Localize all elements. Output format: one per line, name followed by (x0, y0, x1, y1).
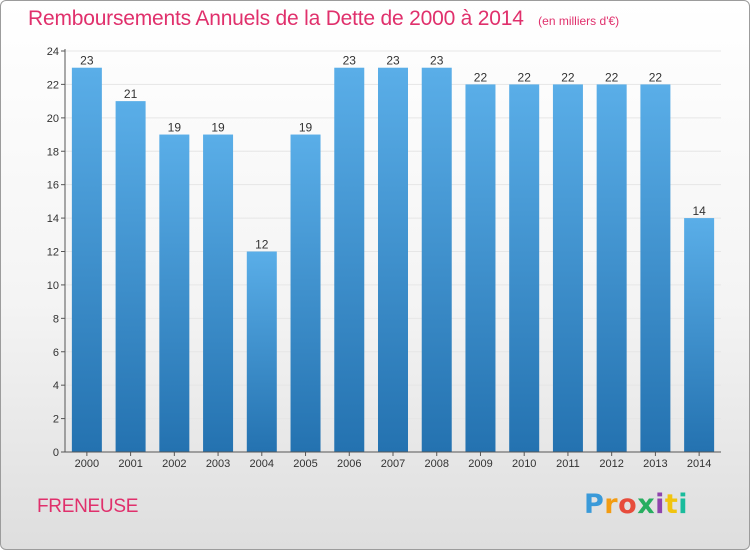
logo-letter: t (664, 489, 679, 520)
axes (61, 49, 721, 456)
bars (71, 67, 715, 453)
x-tick-label: 2010 (512, 458, 536, 470)
logo-letter: x (637, 489, 656, 520)
logo-letter: i (678, 489, 689, 520)
bar-2005 (290, 134, 321, 452)
value-label: 23 (80, 54, 94, 68)
y-tick-label: 8 (53, 313, 59, 325)
chart-title: Remboursements Annuels de la Dette de 20… (28, 7, 524, 30)
x-tick-label: 2005 (293, 458, 317, 470)
bar-2001 (115, 101, 146, 452)
x-tick-label: 2008 (424, 458, 448, 470)
value-label: 14 (692, 204, 706, 218)
bar-2013 (640, 84, 671, 453)
value-label: 22 (561, 70, 575, 84)
bar-2009 (465, 84, 496, 453)
x-tick-label: 2006 (337, 458, 361, 470)
value-label: 23 (386, 54, 400, 68)
x-tick-label: 2004 (250, 458, 274, 470)
y-tick-label: 16 (47, 180, 59, 192)
x-tick-label: 2002 (162, 458, 186, 470)
value-label: 19 (211, 121, 225, 135)
bar-2006 (334, 67, 365, 452)
bar-2003 (203, 134, 234, 452)
commune-name: FRENEUSE (37, 496, 139, 517)
y-tick-label: 0 (53, 447, 59, 459)
value-label: 12 (255, 238, 269, 252)
labels: 0246810121416182022242000232001212002192… (47, 46, 712, 470)
title-row: Remboursements Annuels de la Dette de 20… (28, 7, 619, 31)
value-label: 23 (343, 54, 357, 68)
bar-2010 (509, 84, 540, 453)
x-tick-label: 2000 (75, 458, 99, 470)
x-tick-label: 2009 (468, 458, 492, 470)
y-tick-label: 4 (53, 380, 59, 392)
bar-2004 (246, 251, 277, 452)
chart-unit: (en milliers d'€) (538, 14, 620, 28)
logo-letter: i (655, 489, 665, 520)
bar-2014 (684, 218, 715, 452)
value-label: 22 (649, 70, 663, 84)
x-tick-label: 2012 (599, 458, 623, 470)
y-tick-label: 12 (47, 247, 59, 259)
y-tick-label: 20 (47, 113, 59, 125)
y-tick-label: 24 (47, 46, 59, 58)
logo-letter: o (618, 489, 638, 520)
x-tick-label: 2011 (556, 458, 580, 470)
x-tick-label: 2014 (687, 458, 711, 470)
value-label: 21 (124, 87, 138, 101)
y-tick-label: 14 (47, 213, 59, 225)
x-tick-label: 2003 (206, 458, 230, 470)
bar-2008 (421, 67, 452, 452)
value-label: 22 (518, 70, 532, 84)
value-label: 23 (430, 54, 444, 68)
bar-2012 (596, 84, 627, 453)
y-tick-label: 10 (47, 280, 59, 292)
value-label: 19 (299, 121, 313, 135)
y-tick-label: 22 (47, 79, 59, 91)
value-label: 22 (474, 70, 488, 84)
bar-2007 (378, 67, 408, 452)
y-tick-label: 2 (53, 414, 59, 426)
x-tick-label: 2007 (381, 458, 405, 470)
y-tick-label: 6 (53, 347, 59, 359)
proxiti-logo[interactable]: Proxiti (584, 489, 688, 520)
y-tick-label: 18 (47, 146, 59, 158)
bar-2002 (159, 134, 190, 452)
bar-2011 (552, 84, 583, 453)
logo-letter: P (584, 489, 605, 520)
bar-2000 (71, 67, 102, 452)
logo-letter: r (604, 489, 619, 520)
x-tick-label: 2001 (118, 458, 142, 470)
x-tick-label: 2013 (643, 458, 667, 470)
value-label: 22 (605, 70, 619, 84)
value-label: 19 (168, 121, 182, 135)
